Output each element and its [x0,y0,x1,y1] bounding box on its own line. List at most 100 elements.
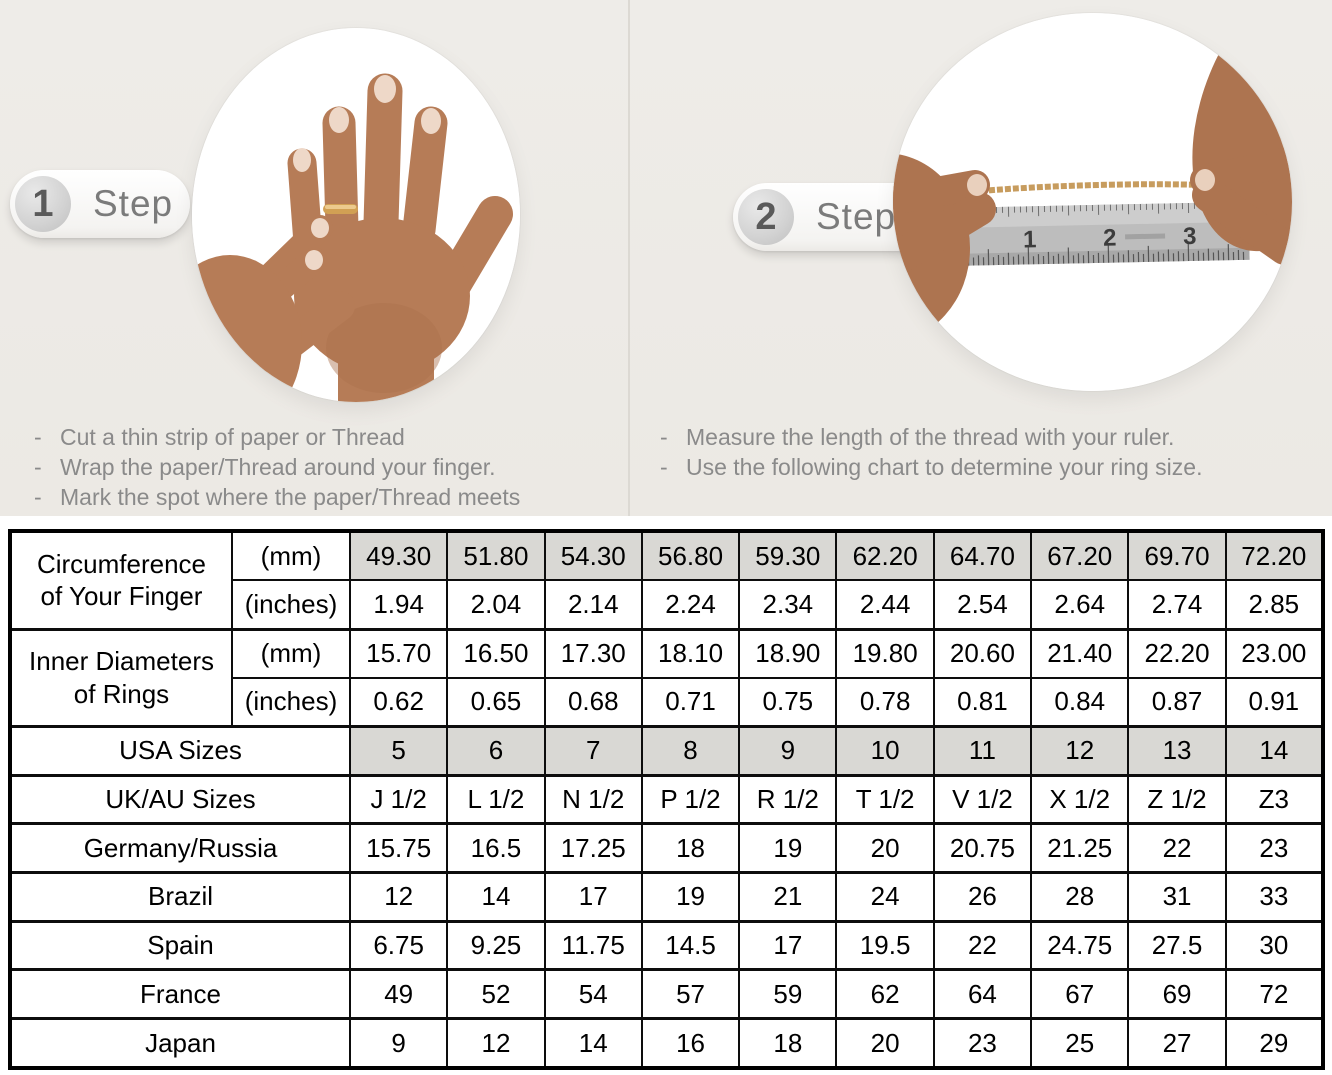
row-label: USA Sizes [9,724,351,777]
size-value-cell: 0.87 [1127,676,1227,728]
size-value-cell: 0.78 [835,676,935,728]
size-value-cell: 2.44 [835,579,935,631]
unit-label: (mm) [231,529,351,582]
size-value-cell: 52 [446,968,546,1020]
table-row: Inner Diameters of Rings (mm) 15.70 16.50 17.… [9,627,1325,728]
row-label: France [9,968,351,1020]
step1-number: 1 [15,176,71,232]
size-value-cell: 17 [738,919,838,971]
size-value-cell: N 1/2 [543,773,643,825]
row-label: UK/AU Sizes [9,773,351,825]
size-value-cell: R 1/2 [738,773,838,825]
size-value-cell: 19 [738,822,838,874]
table-row: Germany/Russia 15.75 16.5 17.25 18 19 20 20.75 2… [9,822,1325,874]
size-value-cell: 14 [543,1017,643,1070]
row-group-label: Circumference of Your Finger [9,529,233,631]
ruler-number-3: 3 [1183,223,1197,250]
size-value-cell: 26 [932,871,1033,923]
step1-bullet-3: - Mark the spot where the paper/Thread me… [34,482,614,512]
size-value-cell: 0.62 [348,676,449,728]
size-value-cell: 49.30 [348,529,449,582]
size-value-cell: 23.00 [1224,627,1325,679]
size-value-cell: 2.04 [446,579,546,631]
size-value-cell: 20.60 [932,627,1033,679]
ruler-fine-print [1125,233,1166,240]
step1-bullet-1: - Cut a thin strip of paper or Thread [34,422,614,452]
size-value-cell: 7 [543,724,643,777]
size-value-cell: 64 [932,968,1033,1020]
row-label: Japan [9,1017,351,1070]
size-value-cell: 23 [1224,822,1325,874]
size-value-cell: 15.75 [348,822,449,874]
size-value-cell: 2.24 [640,579,741,631]
size-value-cell: 51.80 [446,529,546,582]
size-value-cell: 2.74 [1127,579,1227,631]
size-value-cell: Z3 [1224,773,1325,825]
size-value-cell: 59 [738,968,838,1020]
instruction-section: 1 Step [0,0,1332,516]
size-value-cell: 6 [446,724,546,777]
size-value-cell: 54.30 [543,529,643,582]
size-value-cell: 2.85 [1224,579,1325,631]
size-value-cell: 49 [348,968,449,1020]
size-value-cell: 57 [640,968,741,1020]
size-value-cell: 1.94 [348,579,449,631]
size-value-cell: 69.70 [1127,529,1227,582]
bullet-dash: - [34,484,42,510]
size-value-cell: 18 [640,822,741,874]
bullet-text: Use the following chart to determine you… [686,454,1203,480]
size-value-cell: 2.54 [932,579,1033,631]
size-value-cell: 16.50 [446,627,546,679]
ring-size-table: Circumference of Your Finger (mm) 49.30 51.8… [8,529,1325,1070]
size-value-cell: 16.5 [446,822,546,874]
size-value-cell: 9.25 [446,919,546,971]
size-value-cell: 22 [932,919,1033,971]
bullet-dash: - [34,424,42,450]
size-value-cell: 54 [543,968,643,1020]
row-label: Brazil [9,871,351,923]
size-value-cell: 14 [1224,724,1325,777]
ruler: 1 2 3 [942,201,1250,267]
size-value-cell: 18.10 [640,627,741,679]
size-value-cell: 20.75 [932,822,1033,874]
bullet-text: Measure the length of the thread with yo… [686,424,1175,450]
size-value-cell: 16 [640,1017,741,1070]
unit-label: (inches) [231,676,351,728]
bullet-dash: - [660,454,668,480]
step2-photo-measuring-thread: 1 2 3 [893,13,1292,391]
step2-bullet-2: - Use the following chart to determine yo… [660,452,1320,482]
unit-label: (mm) [231,627,351,679]
unit-label: (inches) [231,579,351,631]
size-value-cell: 17.30 [543,627,643,679]
step2-instructions: - Measure the length of the thread with y… [660,422,1320,482]
size-value-cell: 0.81 [932,676,1033,728]
size-value-cell: 15.70 [348,627,449,679]
size-value-cell: 28 [1030,871,1130,923]
size-value-cell: 0.71 [640,676,741,728]
size-value-cell: 0.68 [543,676,643,728]
size-value-cell: 2.14 [543,579,643,631]
table-row: Circumference of Your Finger (mm) 49.30 51.8… [9,529,1325,631]
size-value-cell: 0.75 [738,676,838,728]
size-value-cell: 19.5 [835,919,935,971]
size-value-cell: 14 [446,871,546,923]
size-value-cell: 62 [835,968,935,1020]
size-value-cell: 0.65 [446,676,546,728]
size-value-cell: 29 [1224,1017,1325,1070]
step1-bullet-2: - Wrap the paper/Thread around your finge… [34,452,614,482]
step1-badge: 1 Step [10,170,190,238]
size-value-cell: 17.25 [543,822,643,874]
size-value-cell: 13 [1127,724,1227,777]
size-value-cell: 12 [1030,724,1130,777]
ring-size-chart: Circumference of Your Finger (mm) 49.30 51.8… [8,529,1325,1070]
size-value-cell: 12 [348,871,449,923]
size-value-cell: 24.75 [1030,919,1130,971]
size-value-cell: 67 [1030,968,1130,1020]
bullet-dash: - [34,454,42,480]
size-value-cell: Z 1/2 [1127,773,1227,825]
size-value-cell: 2.64 [1030,579,1130,631]
hand-with-ring-illustration [192,28,520,402]
ruler-number-2: 2 [1103,225,1117,252]
size-value-cell: 72.20 [1224,529,1325,582]
size-value-cell: 27 [1127,1017,1227,1070]
